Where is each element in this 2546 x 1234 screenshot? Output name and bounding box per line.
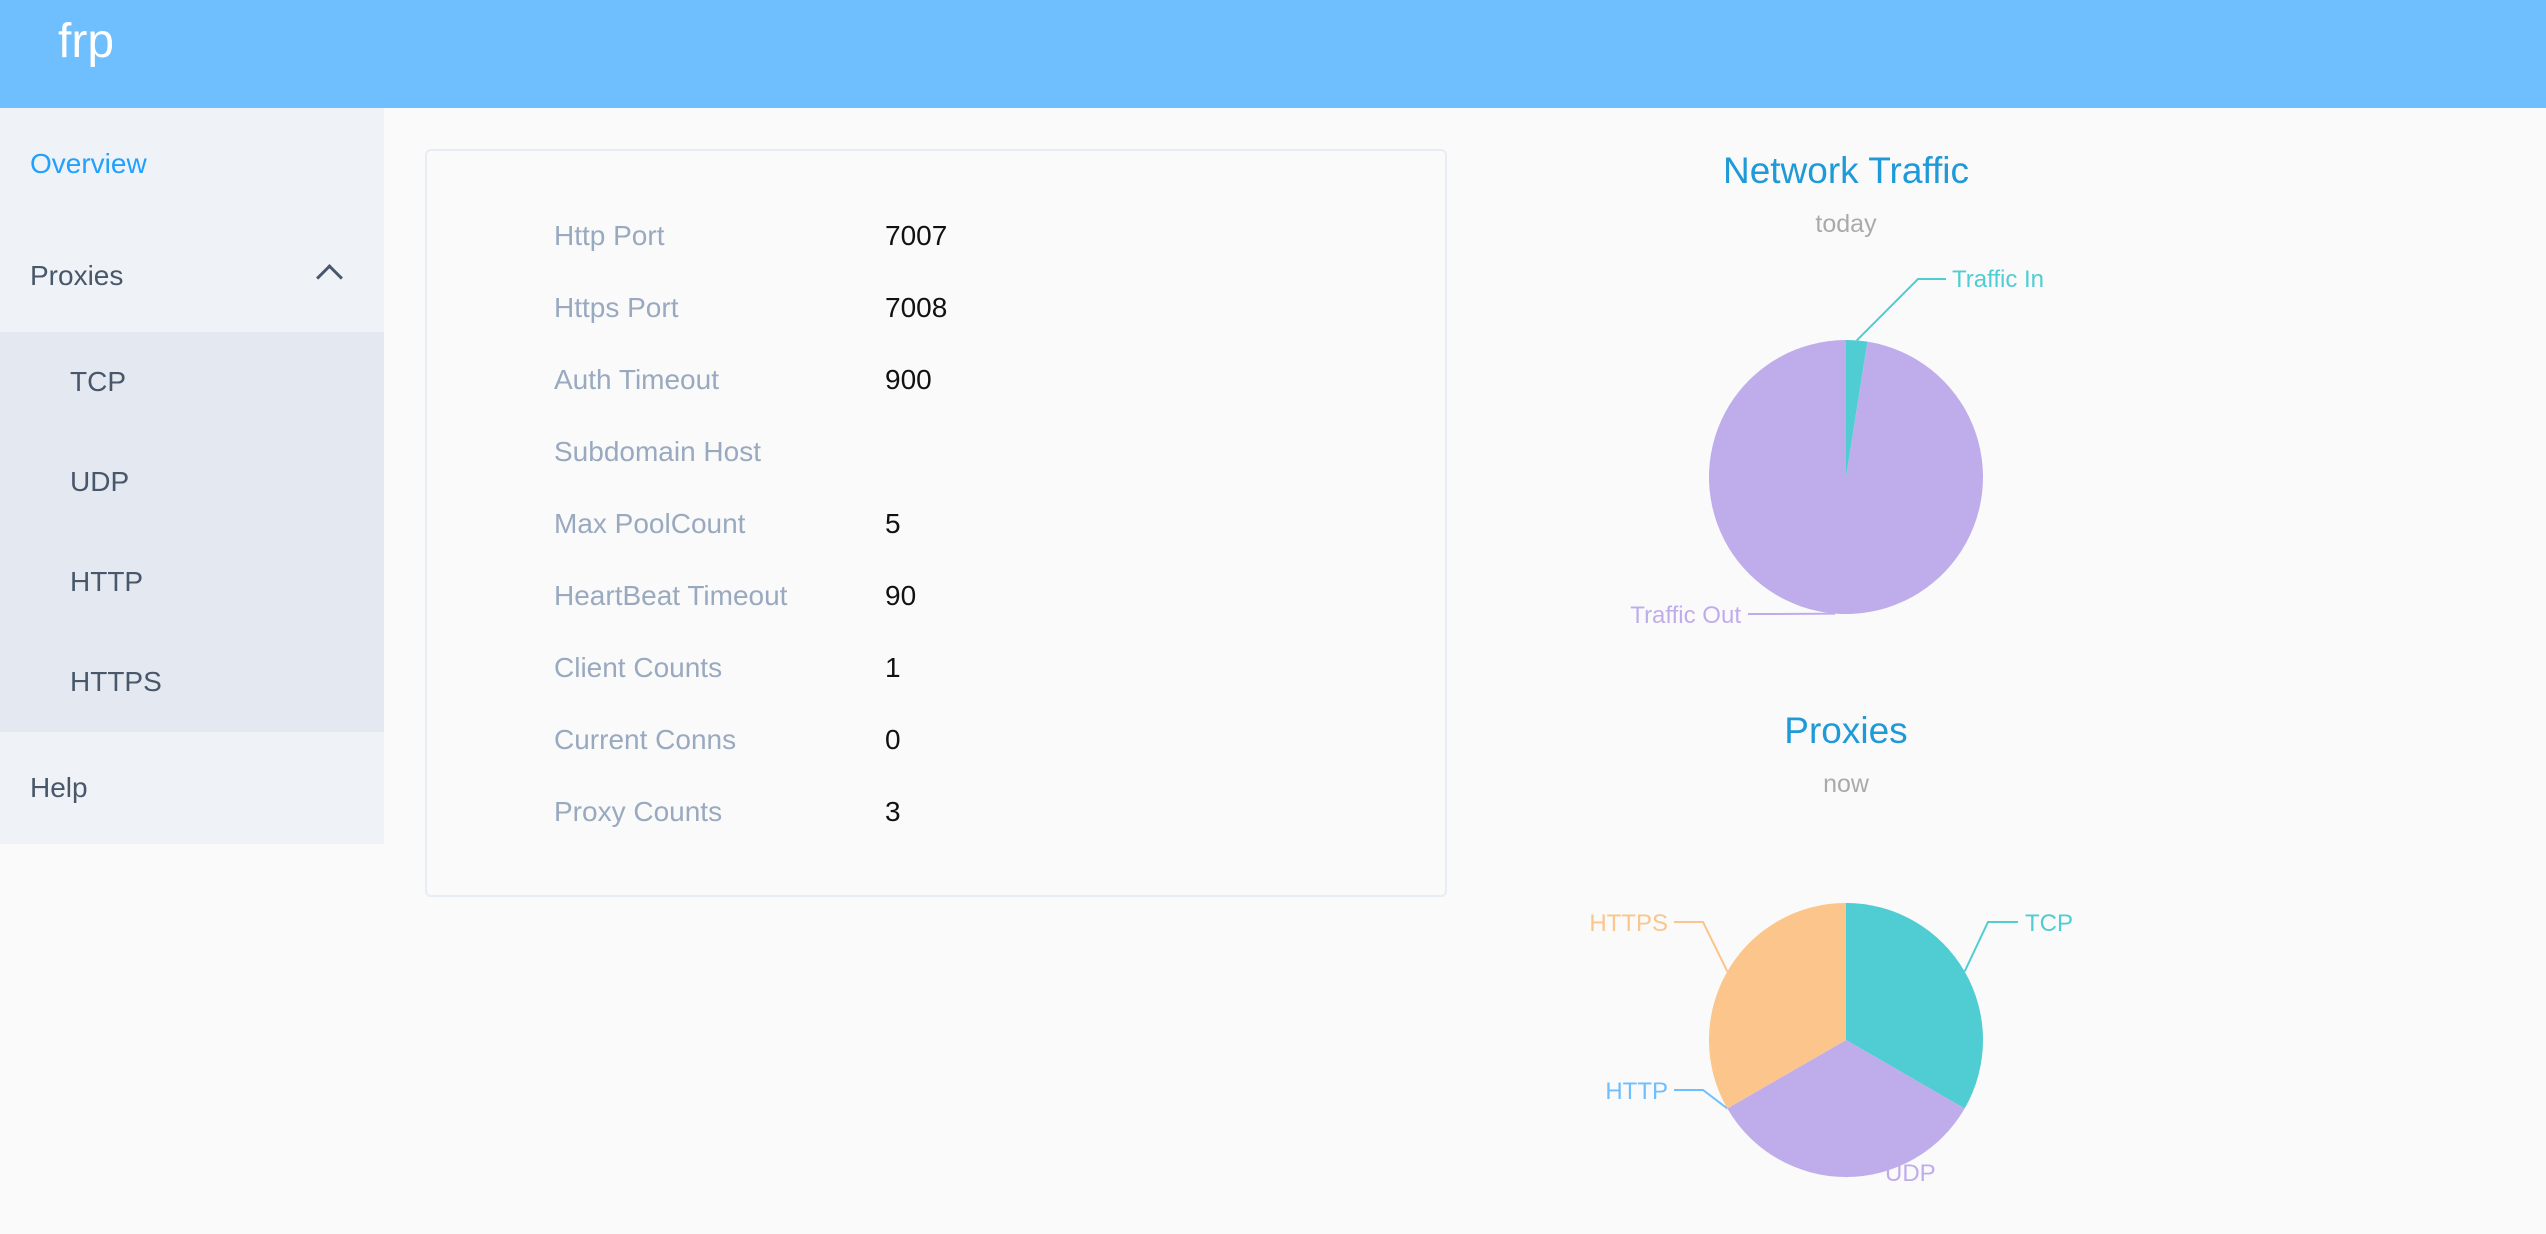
info-label: Https Port (554, 292, 679, 323)
info-label: Http Port (554, 220, 665, 251)
info-label: Proxy Counts (554, 796, 723, 827)
top-header: frp (0, 0, 2546, 108)
proxies-chart-subtitle: now (1823, 770, 1869, 798)
pie-label: TCP (2025, 910, 2073, 937)
label-leader-line (1963, 921, 2018, 972)
info-value: 1 (885, 652, 901, 683)
pie-slice-tcp[interactable] (1846, 903, 1984, 1109)
label-leader-line (1845, 1171, 1878, 1178)
pie-slice-traffic-out[interactable] (1708, 340, 1983, 615)
info-label: Max PoolCount (554, 508, 746, 539)
traffic-chart-subtitle: today (1815, 210, 1877, 238)
info-value: 7008 (885, 292, 948, 323)
info-row: Client Counts 1 (427, 643, 1445, 693)
pie-slice-https[interactable] (1708, 903, 1846, 1109)
pie-label: HTTP (1605, 1078, 1668, 1105)
pie-slice-traffic-in[interactable] (1846, 340, 1868, 477)
info-value: 90 (885, 580, 917, 611)
sidebar: Overview Proxies TCP UDP HTTP HTTPS Help (0, 108, 384, 844)
sidebar-item-http[interactable]: HTTP (70, 566, 144, 597)
sidebar-item-udp[interactable]: UDP (70, 466, 130, 497)
info-row: HeartBeat Timeout 90 (427, 571, 1445, 621)
info-row: Auth Timeout 900 (427, 355, 1445, 405)
label-leader-line (1856, 278, 1946, 342)
info-label: Current Conns (554, 724, 737, 755)
info-label: Client Counts (554, 652, 723, 683)
label-leader-line (1674, 1089, 1728, 1110)
sidebar-item-https[interactable]: HTTPS (70, 666, 162, 697)
info-value: 900 (885, 364, 932, 395)
proxies-submenu: TCP UDP HTTP HTTPS (0, 332, 384, 732)
info-label: Subdomain Host (554, 436, 762, 467)
sidebar-item-help[interactable]: Help (30, 772, 88, 803)
sidebar-item-proxies[interactable]: Proxies (0, 220, 384, 332)
brand-logo[interactable]: frp (58, 15, 115, 68)
info-row: Max PoolCount 5 (427, 499, 1445, 549)
label-leader-line (1674, 921, 1729, 972)
info-value: 3 (885, 796, 901, 827)
info-value: 5 (885, 508, 901, 539)
info-row: Current Conns 0 (427, 715, 1445, 765)
info-row: Https Port 7008 (427, 283, 1445, 333)
sidebar-item-overview[interactable]: Overview (30, 148, 147, 179)
pie-label: Traffic In (1952, 266, 2044, 293)
info-label: Auth Timeout (554, 364, 719, 395)
traffic-chart-title: Network Traffic (1722, 150, 1970, 191)
pie-label: Traffic Out (1630, 602, 1741, 629)
info-row: Proxy Counts 3 (427, 787, 1445, 837)
info-label: HeartBeat Timeout (554, 580, 788, 611)
pie-label: UDP (1885, 1160, 1936, 1187)
pie-label: HTTPS (1589, 910, 1668, 937)
proxies-chart-title: Proxies (1784, 710, 1908, 751)
info-value: 7007 (885, 220, 948, 251)
info-row: Subdomain Host (427, 427, 1445, 477)
sidebar-item-tcp[interactable]: TCP (70, 366, 126, 397)
info-row: Http Port 7007 (427, 211, 1445, 261)
info-value: 0 (885, 724, 901, 755)
server-info-card: Http Port 7007 Https Port 7008 Auth Timeout 9… (425, 149, 1447, 897)
